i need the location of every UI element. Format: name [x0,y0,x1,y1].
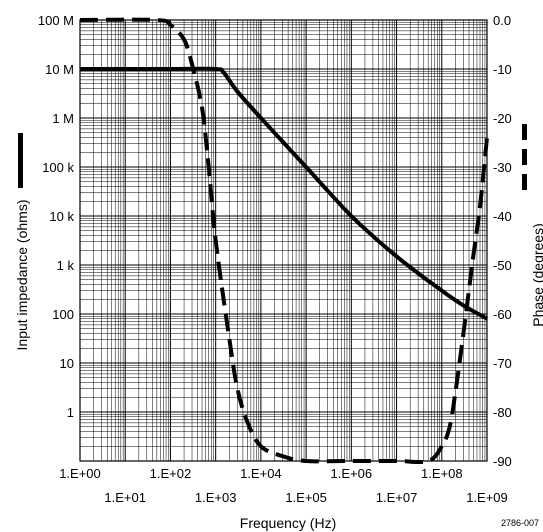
x-tick-label: 1.E+03 [195,490,237,505]
y2-axis-title: Phase (degrees) [530,223,543,327]
x-axis-title: Frequency (Hz) [240,515,336,531]
x-tick-label: 1.E+02 [150,466,192,481]
y2-tick-label: -80 [493,405,512,420]
figure-note: 2786-007 [501,518,539,528]
y2-tick-label: -20 [493,111,512,126]
y-tick-label: 1 [67,405,74,420]
y-axis-title: Input impedance (ohms) [14,200,30,351]
y2-tick-label: -50 [493,258,512,273]
x-tick-label: 1.E+07 [376,490,418,505]
y-tick-label: 100 M [38,13,74,28]
y-tick-label: 10 k [49,209,74,224]
y2-tick-label: -70 [493,356,512,371]
y-tick-label: 1 M [52,111,74,126]
series-layer [79,17,489,465]
x-tick-label: 1.E+09 [466,490,508,505]
phase-line [79,17,489,465]
y-tick-label: 100 k [42,160,74,175]
y2-tick-label: -30 [493,160,512,175]
y-tick-label: 100 [52,307,74,322]
y-tick-label: 10 M [45,62,74,77]
x-tick-labels: 1.E+001.E+01 1.E+021.E+031.E+041.E+05 1.E+… [59,466,508,505]
x-tick-label: 1.E+05 [285,490,327,505]
x-tick-label: 1.E+06 [331,466,373,481]
x-tick-label: 1.E+01 [104,490,146,505]
y2-tick-label: -40 [493,209,512,224]
y-tick-label: 1 k [57,258,75,273]
plot-frame [79,19,488,462]
y2-tick-label: -90 [493,454,512,469]
x-tick-label: 1.E+00 [59,466,101,481]
y2-tick-label: 0.0 [493,13,511,28]
y2-tick-label: -10 [493,62,512,77]
y-tick-labels: 100 M 10 M 1 M 100 k 10 k 1 k 100 10 1 [38,13,75,420]
x-tick-label: 1.E+08 [421,466,463,481]
minor-grid [80,20,487,461]
y2-tick-labels: 0.0 -10 -20 -30 -40 -50 -60 -70 -80 -90 [493,13,512,469]
x-tick-label: 1.E+04 [240,466,282,481]
legend-solid-marker [18,133,23,188]
y-tick-label: 10 [60,356,74,371]
major-grid [79,19,488,462]
impedance-line [80,66,488,321]
legend-dashed-marker [522,124,527,190]
y2-tick-label: -60 [493,307,512,322]
